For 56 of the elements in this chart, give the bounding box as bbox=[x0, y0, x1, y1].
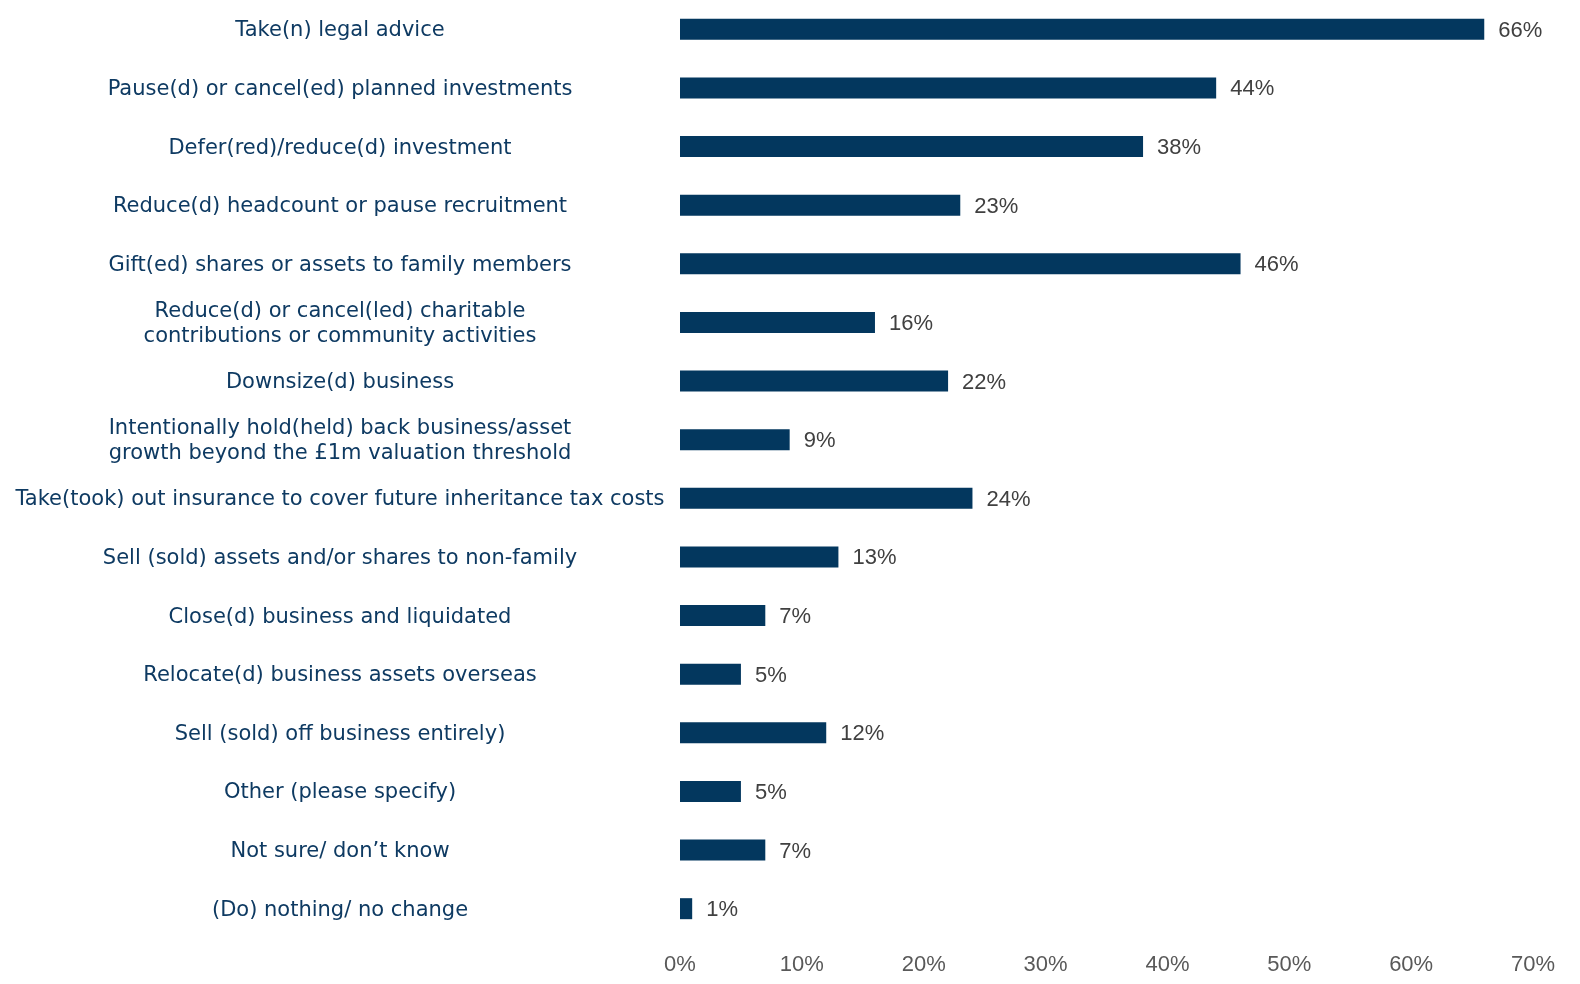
x-tick-label: 20% bbox=[901, 950, 946, 976]
y-tick-label: Not sure/ don’t know bbox=[230, 838, 450, 863]
bar bbox=[680, 311, 875, 333]
bar bbox=[680, 722, 827, 744]
data-label: 22% bbox=[962, 368, 1007, 394]
bar bbox=[680, 780, 741, 802]
bar bbox=[680, 194, 961, 216]
x-tick-label: 10% bbox=[779, 950, 824, 976]
x-tick-label: 0% bbox=[664, 950, 696, 976]
y-tick-label: Pause(d) or cancel(ed) planned investments bbox=[107, 75, 573, 100]
y-tick-label: Sell (sold) off business entirely) bbox=[174, 720, 506, 745]
y-tick-label: Reduce(d) or cancel(led) charitable contributions or community activities bbox=[143, 297, 537, 347]
data-label: 12% bbox=[840, 720, 885, 746]
x-tick-label: 60% bbox=[1389, 950, 1434, 976]
x-tick-label: 70% bbox=[1510, 950, 1556, 976]
bar bbox=[680, 605, 766, 627]
data-label: 46% bbox=[1254, 251, 1299, 277]
x-tick-label: 50% bbox=[1267, 950, 1312, 976]
bar bbox=[680, 663, 741, 685]
data-label: 44% bbox=[1230, 75, 1275, 101]
data-label: 5% bbox=[754, 661, 787, 687]
y-tick-label: (Do) nothing/ no change bbox=[211, 896, 469, 921]
bar bbox=[680, 839, 766, 861]
data-label: 7% bbox=[779, 837, 812, 863]
data-label: 7% bbox=[779, 603, 812, 629]
bar bbox=[680, 370, 949, 392]
y-tick-label: Gift(ed) shares or assets to family members bbox=[108, 251, 572, 276]
x-tick-label: 30% bbox=[1023, 950, 1068, 976]
bar bbox=[680, 136, 1144, 158]
y-tick-label: Close(d) business and liquidated bbox=[168, 603, 512, 628]
data-label: 9% bbox=[803, 427, 836, 453]
y-tick-label: Other (please specify) bbox=[223, 779, 457, 804]
bar bbox=[680, 429, 790, 451]
bar bbox=[680, 18, 1485, 40]
data-label: 16% bbox=[888, 309, 934, 335]
y-tick-label: Reduce(d) headcount or pause recruitment bbox=[112, 193, 568, 218]
bar bbox=[680, 487, 973, 509]
bar bbox=[680, 253, 1241, 275]
data-label: 24% bbox=[986, 485, 1031, 511]
data-label: 23% bbox=[974, 192, 1019, 218]
data-label: 13% bbox=[852, 544, 897, 570]
bar bbox=[680, 546, 839, 568]
y-tick-label: Downsize(d) business bbox=[225, 369, 455, 394]
data-label: 5% bbox=[754, 778, 787, 804]
data-label: 1% bbox=[706, 896, 738, 922]
data-label: 38% bbox=[1157, 134, 1202, 160]
y-tick-label: Take(n) legal advice bbox=[234, 17, 445, 42]
bar bbox=[680, 898, 693, 920]
y-tick-label: Relocate(d) business assets overseas bbox=[143, 662, 537, 687]
y-tick-label: Defer(red)/reduce(d) investment bbox=[168, 134, 512, 159]
data-label: 66% bbox=[1498, 16, 1543, 42]
x-tick-label: 40% bbox=[1145, 950, 1190, 976]
y-tick-label: Sell (sold) assets and/or shares to non-family bbox=[102, 544, 578, 569]
bar bbox=[680, 77, 1217, 99]
y-tick-label: Take(took) out insurance to cover future inheritance tax costs bbox=[14, 486, 665, 511]
y-tick-label: Intentionally hold(held) back business/asset growth beyond the £1m valuation threshold bbox=[108, 415, 572, 465]
